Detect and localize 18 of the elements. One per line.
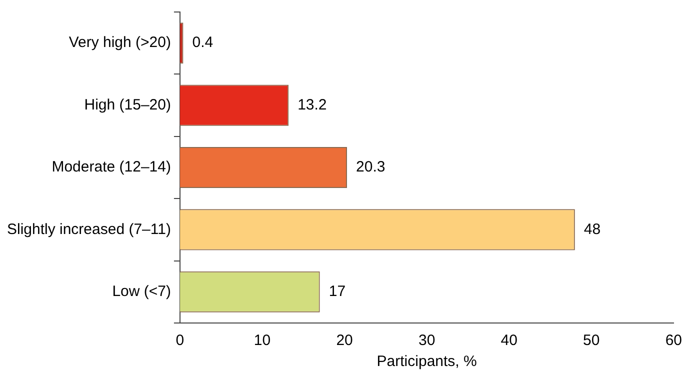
y-tick-label: Slightly increased (7–11) xyxy=(6,220,171,238)
data-label: 48 xyxy=(584,220,601,238)
y-tick-label: Very high (>20) xyxy=(68,34,171,52)
x-tick-label: 10 xyxy=(254,332,271,350)
x-tick-label: 60 xyxy=(665,332,682,350)
x-tick-label: 50 xyxy=(583,332,600,350)
x-tick-label: 30 xyxy=(418,332,436,350)
x-tick-label: 0 xyxy=(176,332,184,350)
data-label: 20.3 xyxy=(356,158,386,176)
x-tick-label: 40 xyxy=(500,332,518,350)
data-label: 17 xyxy=(328,283,346,300)
data-label: 13.2 xyxy=(298,96,327,114)
x-axis-title: Participants, % xyxy=(376,353,477,370)
y-tick-label: Low (<7) xyxy=(112,283,171,300)
x-tick-label: 20 xyxy=(336,332,353,350)
data-label: 0.4 xyxy=(192,34,214,52)
y-tick-label: Moderate (12–14) xyxy=(52,158,171,176)
y-tick-label: High (15–20) xyxy=(84,96,171,114)
